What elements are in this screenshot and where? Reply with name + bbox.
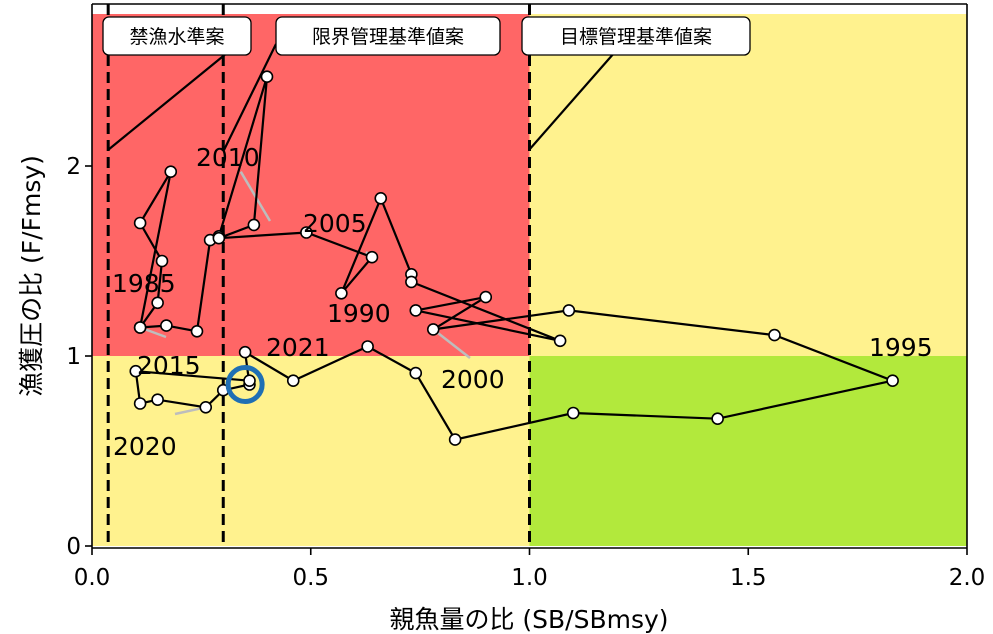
data-point [160,319,173,332]
x-tick-label: 1.5 [730,565,767,591]
data-point [405,275,418,289]
data-point [711,412,724,426]
data-point [247,218,261,232]
x-tick-label: 0.0 [74,565,111,591]
data-point [365,250,379,264]
y-tick-label: 0 [66,534,81,560]
reference-line-labels: 禁漁水準案 限界管理基準値案 目標管理基準値案 [102,16,751,56]
data-point [553,334,567,348]
x-tick-label: 0.5 [292,565,329,591]
reference-label-box [102,16,252,56]
data-point [212,231,226,245]
data-point [155,254,169,268]
year-label: 2015 [137,351,201,380]
x-ticks: 0.0 0.5 1.0 1.5 2.0 [74,548,986,591]
data-point [562,304,576,317]
y-tick-label: 1 [66,344,81,370]
reference-lines [106,4,623,548]
year-labels: 1985 1990 1995 2000 2005 2010 2015 2020 2021 [112,143,933,461]
reference-label-pointer [528,43,623,151]
y-tick-label: 2 [66,154,81,180]
current-status-marker [225,365,265,404]
data-points [129,70,899,446]
data-point [286,374,300,388]
data-point [151,296,164,310]
year-label-leader [432,328,471,359]
zone-yellow-right [529,14,967,356]
data-point [335,286,348,300]
reference-label: 禁漁水準案 [129,26,224,48]
data-point [374,192,388,205]
data-point [409,366,423,380]
data-point [300,226,313,239]
data-point [426,323,440,336]
year-label: 1990 [327,299,391,328]
reference-label: 目標管理基準値案 [560,26,712,48]
data-point [409,304,423,317]
data-point [260,70,274,83]
data-point [479,290,493,304]
data-point [566,406,580,420]
zone-yellow-left [92,356,530,546]
x-tick-label: 2.0 [949,565,986,591]
data-point [768,328,781,342]
x-axis-title: 親魚量の比 (SB/SBmsy) [389,605,668,634]
data-point [243,374,256,388]
data-point [133,397,147,410]
data-point [238,345,252,359]
y-axis-title: 漁獲圧の比 (F/Fmsy) [17,155,46,397]
year-label: 1995 [869,333,933,362]
zone-green [529,356,967,546]
data-point [129,364,143,378]
data-point [448,433,462,446]
year-label: 2021 [266,333,330,362]
reference-label-pointer [107,43,239,151]
reference-label-pointer [223,43,277,151]
data-point [151,393,164,407]
data-point [164,165,178,178]
year-label: 2000 [441,365,505,394]
status-zones [92,14,967,546]
year-label: 1985 [112,269,176,298]
data-point [886,374,899,388]
year-label: 2005 [303,209,367,238]
x-tick-label: 1.0 [511,565,548,591]
reference-label: 限界管理基準値案 [312,26,464,48]
data-point [133,321,147,334]
data-point [199,400,213,414]
y-ticks: 0 1 2 [66,154,92,560]
data-point [190,324,204,338]
reference-label-box [521,16,751,56]
reference-label-box [275,16,501,56]
data-point [361,340,374,353]
year-label: 2020 [113,432,177,461]
data-point [133,216,147,230]
year-label: 2010 [196,143,260,172]
